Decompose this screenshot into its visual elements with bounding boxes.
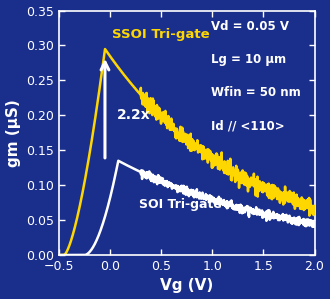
Text: Id // <110>: Id // <110> <box>211 119 285 132</box>
Text: Wfin = 50 nm: Wfin = 50 nm <box>211 86 301 99</box>
Text: Lg = 10 μm: Lg = 10 μm <box>211 53 286 66</box>
Text: 2.2x: 2.2x <box>117 108 151 122</box>
Text: SSOI Tri-gate: SSOI Tri-gate <box>112 28 210 42</box>
Text: SOI Tri-gate: SOI Tri-gate <box>139 198 221 210</box>
Y-axis label: gm (μS): gm (μS) <box>6 99 20 167</box>
X-axis label: Vg (V): Vg (V) <box>160 278 214 293</box>
Text: Vd = 0.05 V: Vd = 0.05 V <box>211 20 289 33</box>
